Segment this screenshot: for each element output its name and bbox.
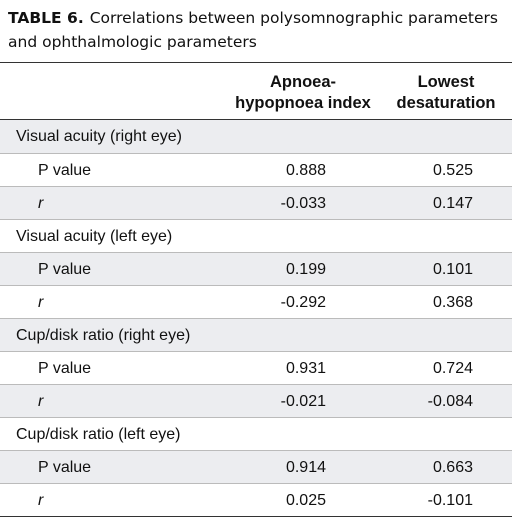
section-label: Visual acuity (left eye) xyxy=(16,228,173,245)
section-label: Visual acuity (right eye) xyxy=(16,128,182,145)
cell-value: 0.101 xyxy=(432,261,473,278)
cell-value: 0.931 xyxy=(285,360,326,377)
table-row: P value 0.199 0.101 xyxy=(0,252,512,285)
column-header: Apnoea-hypopnoea index xyxy=(218,72,388,114)
header-line: Lowest xyxy=(417,73,475,91)
table-row: r 0.025 -0.101 xyxy=(0,483,512,516)
table-row: Visual acuity (left eye) xyxy=(0,219,512,252)
cell-value: 0.199 xyxy=(285,261,326,278)
table-row: P value 0.888 0.525 xyxy=(0,153,512,186)
row-label: P value xyxy=(38,261,92,278)
cell-value: -0.021 xyxy=(280,393,326,410)
table-row: P value 0.931 0.724 xyxy=(0,351,512,384)
table-row: r -0.292 0.368 xyxy=(0,285,512,318)
table-row: r -0.033 0.147 xyxy=(0,186,512,219)
table-row: r -0.021 -0.084 xyxy=(0,384,512,417)
row-label: P value xyxy=(38,459,92,476)
row-label: P value xyxy=(38,162,92,179)
cell-value: 0.724 xyxy=(432,360,473,377)
cell-value: 0.147 xyxy=(432,195,473,212)
cell-value: 0.368 xyxy=(432,294,473,311)
table-row: Cup/disk ratio (left eye) xyxy=(0,417,512,450)
row-label: r xyxy=(38,393,44,410)
table-row: Cup/disk ratio (right eye) xyxy=(0,318,512,351)
row-label: r xyxy=(38,294,44,311)
cell-value: -0.101 xyxy=(427,492,473,509)
cell-value: -0.084 xyxy=(427,393,473,410)
cell-value: 0.525 xyxy=(432,162,473,179)
table-row: P value 0.914 0.663 xyxy=(0,450,512,483)
title-text: Correlations between polysomnographic pa… xyxy=(8,9,498,51)
cell-value: 0.914 xyxy=(285,459,326,476)
column-header: Lowest desaturation xyxy=(361,72,525,114)
header-line: hypopnoea index xyxy=(235,94,371,112)
cell-value: 0.025 xyxy=(285,492,326,509)
table-number: TABLE 6. xyxy=(8,9,84,27)
cell-value: -0.292 xyxy=(280,294,326,311)
row-label: r xyxy=(38,492,44,509)
table-title: TABLE 6. Correlations between polysomnogr… xyxy=(8,6,513,54)
rule xyxy=(0,119,512,120)
rule xyxy=(0,62,512,63)
table-row: Visual acuity (right eye) xyxy=(0,120,512,153)
cell-value: 0.888 xyxy=(285,162,326,179)
section-label: Cup/disk ratio (left eye) xyxy=(16,426,181,443)
rule xyxy=(0,516,512,517)
row-label: r xyxy=(38,195,44,212)
row-label: P value xyxy=(38,360,92,377)
cell-value: -0.033 xyxy=(280,195,326,212)
cell-value: 0.663 xyxy=(432,459,473,476)
header-line: Apnoea- xyxy=(270,73,336,91)
section-label: Cup/disk ratio (right eye) xyxy=(16,327,191,344)
header-line: desaturation xyxy=(396,94,496,112)
